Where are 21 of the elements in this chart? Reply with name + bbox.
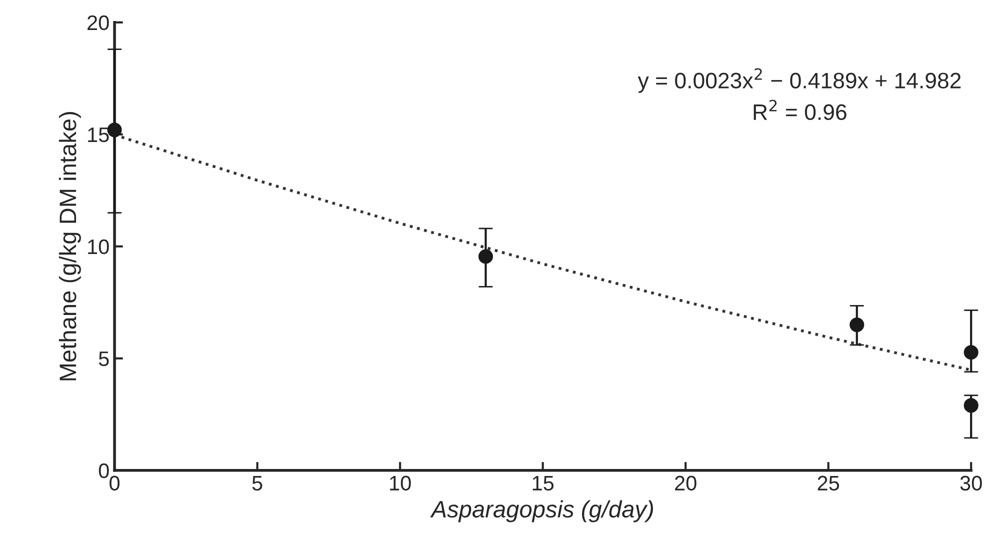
x-tick-label: 10 bbox=[390, 476, 411, 491]
y-tick-label: 5 bbox=[98, 352, 109, 366]
x-tick-label: 30 bbox=[960, 476, 982, 491]
annotation: R$^{2}$ = 0.96 bbox=[754, 100, 846, 120]
point bbox=[850, 318, 864, 332]
point bbox=[478, 249, 493, 264]
x-axis-title: Asparagopsis (g/day) bbox=[430, 500, 653, 522]
y-tick-label: 15 bbox=[88, 128, 109, 142]
x-tick-label: 0 bbox=[110, 476, 120, 491]
y-axis-title: Methane (g/kg DM intake) bbox=[58, 112, 81, 380]
x-tick-label: 5 bbox=[252, 476, 262, 491]
y-tick-label: 0 bbox=[98, 463, 109, 478]
y-tick-label: 20 bbox=[88, 15, 109, 30]
y-tick-label: 10 bbox=[88, 239, 109, 254]
point bbox=[964, 345, 978, 360]
x-tick-label: 25 bbox=[818, 476, 840, 491]
annotation: y = 0.0023x$^{2}$ − 0.4189x + 14.982 bbox=[638, 68, 961, 93]
x-tick-label: 15 bbox=[532, 476, 554, 491]
point bbox=[964, 398, 978, 413]
x-tick-label: 20 bbox=[675, 476, 696, 491]
point bbox=[107, 122, 122, 138]
